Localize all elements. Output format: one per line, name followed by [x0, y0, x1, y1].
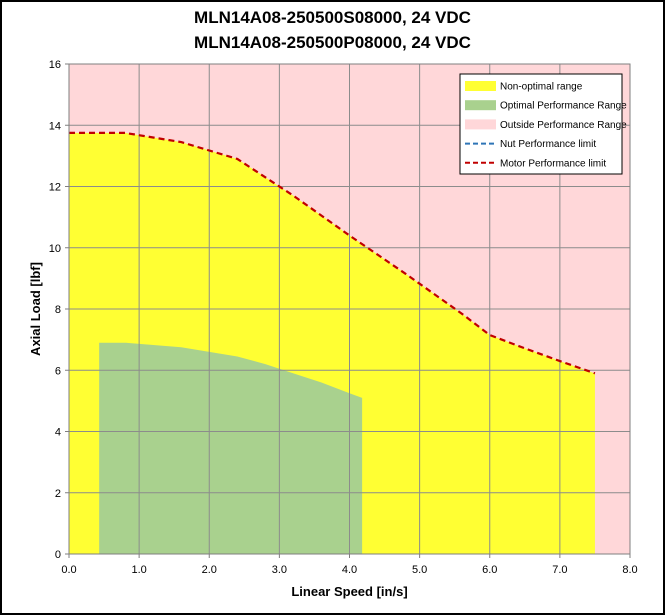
- legend-item-non-optimal-range-label: Non-optimal range: [500, 82, 583, 93]
- legend-item-motor-performance-limit-label: Motor Performance limit: [500, 158, 606, 169]
- grid-lines: [69, 64, 630, 554]
- y-tick-label: 2: [55, 488, 61, 500]
- x-tick-label: 2.0: [202, 564, 217, 576]
- x-tick-label: 4.0: [342, 564, 357, 576]
- x-tick-label: 0.0: [61, 564, 76, 576]
- area-series-group: [69, 132, 595, 554]
- legend-item-outside-performance-range-label: Outside Performance Range: [500, 120, 627, 131]
- axes: [65, 63, 631, 558]
- y-tick-label: 8: [55, 304, 61, 316]
- y-tick-label: 4: [55, 427, 61, 439]
- y-tick-label: 6: [55, 365, 61, 377]
- y-tick-label: 0: [55, 549, 61, 561]
- x-tick-label: 3.0: [272, 564, 287, 576]
- legend-item-non-optimal-range-swatch: [465, 81, 496, 91]
- legend-item-nut-performance-limit-label: Nut Performance limit: [500, 139, 596, 150]
- x-tick-label: 1.0: [131, 564, 146, 576]
- x-tick-label: 8.0: [622, 564, 637, 576]
- x-tick-label: 6.0: [482, 564, 497, 576]
- x-axis-label: Linear Speed [in/s]: [291, 584, 407, 599]
- legend-item-outside-performance-range-swatch: [465, 119, 496, 130]
- y-axis-label: Axial Load [lbf]: [28, 262, 43, 356]
- x-tick-label: 7.0: [552, 564, 567, 576]
- y-tick-label: 14: [49, 120, 61, 132]
- tick-labels: 0.0 1.0 2.0 3.0 4.0 5.0 6.0 7.0 8.0 0 2 4 6 8 10 12 14 16: [49, 59, 638, 576]
- legend-item-optimal-performance-range-swatch: [465, 100, 496, 111]
- chart-title-line-2: MLN14A08-250500P08000, 24 VDC: [194, 33, 471, 52]
- x-tick-label: 5.0: [412, 564, 427, 576]
- legend: Non-optimal range Optimal Performance Ran…: [459, 73, 627, 175]
- legend-item-optimal-performance-range-label: Optimal Performance Range: [500, 101, 627, 112]
- optimal-performance-range-area: [99, 342, 363, 554]
- y-tick-label: 10: [49, 243, 61, 255]
- chart-title-line-1: MLN14A08-250500S08000, 24 VDC: [194, 8, 471, 27]
- y-tick-label: 16: [49, 59, 61, 71]
- y-tick-label: 12: [49, 182, 61, 194]
